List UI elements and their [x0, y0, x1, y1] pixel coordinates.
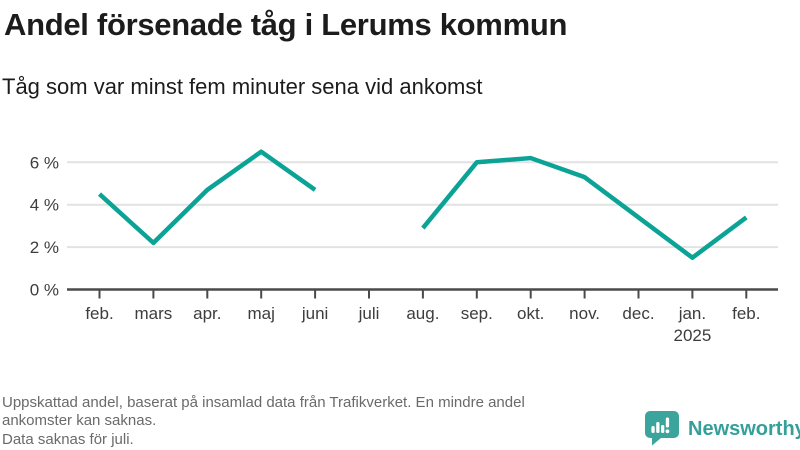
x-tick-label: dec. [622, 304, 654, 323]
y-tick-label: 0 % [30, 281, 59, 300]
x-tick-label: maj [247, 304, 274, 323]
page-subtitle: Tåg som var minst fem minuter sena vid a… [2, 74, 483, 99]
x-tick-year-label: 2025 [673, 326, 711, 345]
x-tick-label: jan. [678, 304, 706, 323]
y-tick-label: 4 % [30, 196, 59, 215]
line-chart: 0 % 2 % 4 % 6 % feb. mars apr. maj juni juli aug. s… [30, 149, 778, 345]
x-tick-label: feb. [732, 304, 760, 323]
x-tick-label: okt. [517, 304, 544, 323]
x-tick-label: aug. [406, 304, 439, 323]
x-tick-label: nov. [569, 304, 600, 323]
x-tick-label: feb. [85, 304, 113, 323]
x-tick-label: juli [358, 304, 380, 323]
data-line-segment [97, 149, 317, 246]
footer-note-line: ankomster kan saknas. [2, 412, 157, 430]
bar-chart-speech-bubble-icon [645, 411, 679, 446]
y-tick-label: 6 % [30, 153, 59, 172]
x-tick-label: juni [301, 304, 328, 323]
data-line-segment [421, 155, 748, 260]
x-tick-label: apr. [193, 304, 221, 323]
x-tick-label: mars [135, 304, 173, 323]
x-tick-label: sep. [461, 304, 493, 323]
footer-note-line: Uppskattad andel, baserat på insamlad da… [2, 394, 525, 411]
footer-note-line: Data saknas för juli. [2, 430, 134, 448]
newsworthy-wordmark: Newsworthy [688, 417, 800, 440]
y-tick-label: 2 % [30, 238, 59, 257]
page-title: Andel försenade tåg i Lerums kommun [4, 7, 568, 42]
footer-notes: Uppskattad andel, baserat på insamlad da… [2, 394, 525, 449]
newsworthy-logo: Newsworthy [645, 411, 800, 447]
